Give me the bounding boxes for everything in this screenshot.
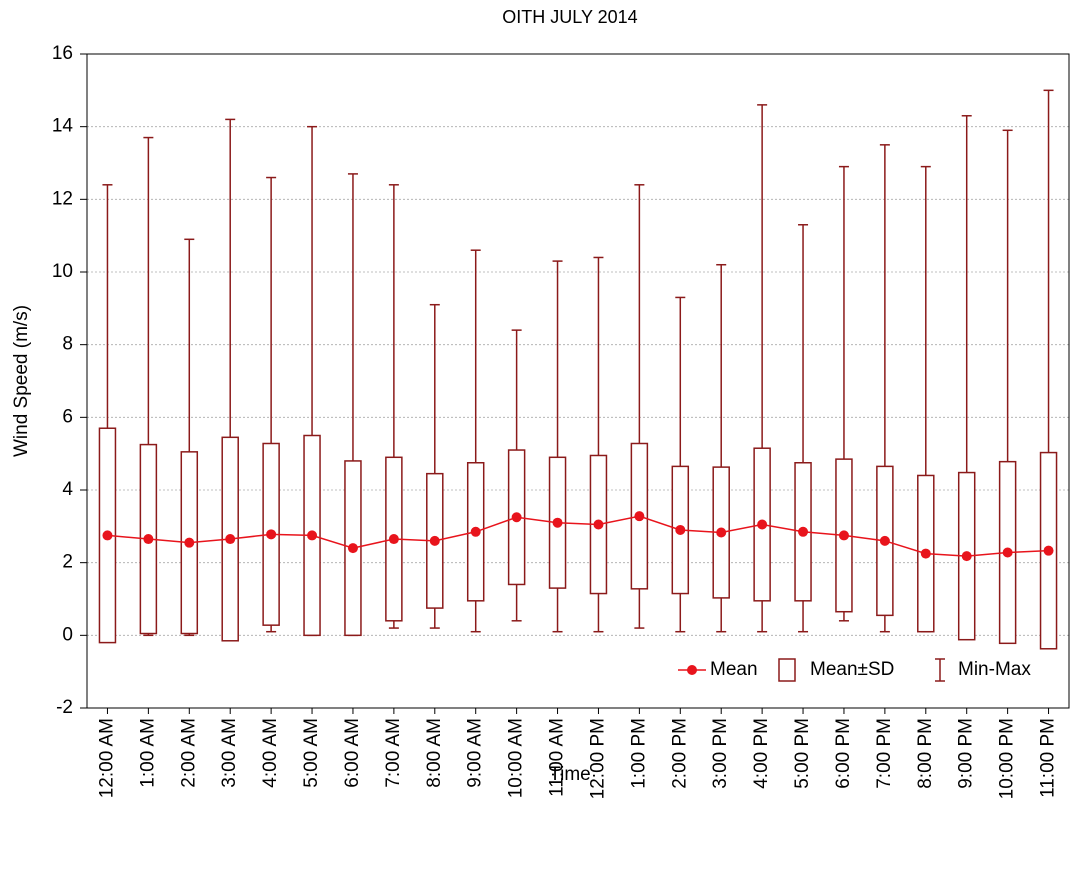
y-tick-label: 4	[62, 479, 73, 500]
y-tick-label: 8	[62, 334, 73, 355]
legend-label: Min-Max	[958, 659, 1031, 680]
x-tick-label: 7:00 AM	[383, 718, 404, 788]
plot-frame	[86, 53, 1070, 709]
mean-point	[552, 517, 563, 528]
mean-point	[143, 534, 154, 545]
x-tick-label: 12:00 AM	[96, 718, 117, 798]
mean-point	[961, 551, 972, 562]
mean-point	[716, 527, 727, 538]
x-tick-label: 7:00 PM	[874, 718, 895, 789]
x-tick-label: 10:00 AM	[506, 718, 527, 798]
mean-point	[675, 524, 686, 535]
y-axis-title: Wind Speed (m/s)	[11, 305, 32, 457]
mean-point	[798, 526, 809, 537]
legend-label: Mean	[710, 659, 758, 680]
x-tick-label: 1:00 AM	[137, 718, 158, 788]
x-tick-label: 3:00 PM	[710, 718, 731, 789]
mean-point	[879, 535, 890, 546]
mean-point	[225, 534, 236, 545]
mean-point	[511, 512, 522, 523]
x-tick-label: 6:00 PM	[833, 718, 854, 789]
x-tick-label: 4:00 PM	[751, 718, 772, 789]
chart-title: OITH JULY 2014	[502, 7, 637, 27]
mean-point	[184, 537, 195, 548]
mean-point	[838, 530, 849, 541]
x-tick-label: 2:00 AM	[178, 718, 199, 788]
x-tick-label: 11:00 PM	[1038, 718, 1059, 798]
y-tick-label: 16	[52, 43, 73, 64]
mean-point	[347, 543, 358, 554]
mean-line	[107, 515, 1049, 557]
x-tick-label: 11:00 AM	[547, 718, 568, 797]
x-tick-label: 2:00 PM	[669, 718, 690, 789]
mean-point	[102, 530, 113, 541]
x-tick-label: 9:00 PM	[956, 718, 977, 789]
legend-box	[778, 658, 796, 682]
mean-point	[920, 548, 931, 559]
y-tick-label: 0	[62, 624, 73, 645]
x-tick-label: 4:00 AM	[260, 718, 281, 788]
mean-point	[429, 535, 440, 546]
x-tick-label: 9:00 AM	[465, 718, 486, 788]
x-tick-label: 8:00 PM	[915, 718, 936, 789]
y-tick-label: -2	[56, 697, 73, 718]
x-tick-label: 10:00 PM	[997, 718, 1018, 799]
x-tick-label: 12:00 PM	[587, 718, 608, 799]
x-tick-label: 5:00 PM	[792, 718, 813, 789]
x-tick-label: 1:00 PM	[628, 718, 649, 789]
mean-point	[470, 526, 481, 537]
x-tick-label: 5:00 AM	[301, 718, 322, 788]
mean-point	[266, 529, 277, 540]
y-tick-label: 12	[52, 188, 73, 209]
mean-point	[1043, 545, 1054, 556]
mean-point	[1002, 547, 1013, 558]
mean-point	[388, 534, 399, 545]
x-tick-label: 8:00 AM	[424, 718, 445, 788]
mean-point	[757, 519, 768, 530]
x-tick-label: 6:00 AM	[342, 718, 363, 788]
mean-point	[307, 530, 318, 541]
y-tick-label: 14	[52, 116, 74, 137]
legend-label: Mean±SD	[810, 659, 894, 680]
legend-mean-dot	[687, 665, 697, 675]
y-tick-label: 6	[62, 406, 73, 427]
x-axis-title: Time	[549, 764, 591, 785]
x-tick-label: 3:00 AM	[219, 718, 240, 788]
y-tick-label: 10	[52, 261, 73, 282]
mean-point	[634, 511, 645, 522]
y-tick-label: 2	[62, 552, 73, 573]
mean-point	[593, 519, 604, 530]
